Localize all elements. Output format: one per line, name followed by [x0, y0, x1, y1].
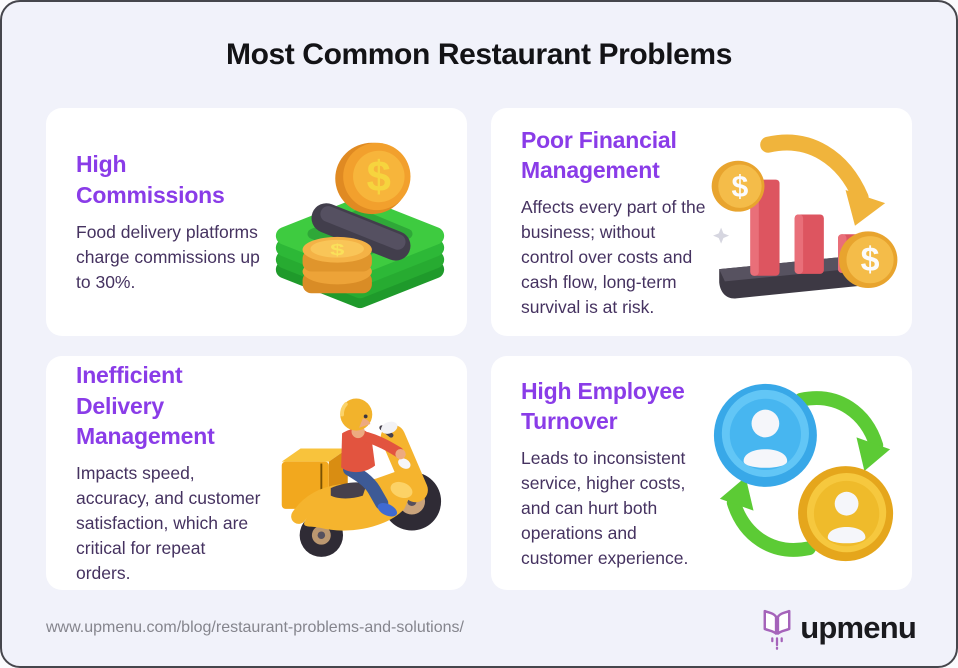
svg-text:$: $ [732, 171, 749, 204]
card-heading: High Employee Turnover [521, 377, 685, 434]
card-body: Food delivery platforms charge commissio… [76, 222, 260, 292]
employee-swap-cycle-icon [706, 374, 904, 572]
card-text-block: Inefficient Delivery Management Impacts … [76, 360, 261, 585]
upmenu-logo-icon [763, 609, 791, 650]
svg-text:$: $ [330, 241, 344, 259]
card-high-employee-turnover: High Employee Turnover Leads to inconsis… [491, 356, 912, 590]
card-text-block: Poor Financial Management Affects every … [521, 125, 706, 320]
declining-bar-chart-icon: $ $ [706, 123, 904, 321]
card-body: Affects every part of the business; with… [521, 197, 706, 317]
money-stack-coins-icon: $ $ [261, 123, 459, 321]
source-url: www.upmenu.com/blog/restaurant-problems-… [46, 619, 464, 636]
card-body: Leads to inconsistent service, higher co… [521, 448, 689, 568]
svg-text:$: $ [367, 153, 391, 201]
card-high-commissions: High Commissions Food delivery platforms… [46, 108, 467, 336]
card-grid: High Commissions Food delivery platforms… [46, 108, 912, 590]
page-title: Most Common Restaurant Problems [225, 38, 732, 71]
card-text-block: High Commissions Food delivery platforms… [76, 149, 261, 294]
upmenu-logo: upmenu [761, 606, 917, 650]
card-heading: High Commissions [76, 151, 225, 208]
card-inefficient-delivery-management: Inefficient Delivery Management Impacts … [46, 356, 467, 590]
card-text-block: High Employee Turnover Leads to inconsis… [521, 376, 706, 571]
footer: www.upmenu.com/blog/restaurant-problems-… [46, 606, 917, 650]
card-poor-financial-management: Poor Financial Management Affects every … [491, 108, 912, 336]
delivery-scooter-icon [261, 374, 459, 572]
card-heading: Poor Financial Management [521, 126, 677, 183]
upmenu-logo-text: upmenu [800, 610, 917, 645]
card-body: Impacts speed, accuracy, and customer sa… [76, 463, 261, 583]
svg-text:$: $ [861, 241, 880, 279]
card-heading: Inefficient Delivery Management [76, 362, 215, 450]
